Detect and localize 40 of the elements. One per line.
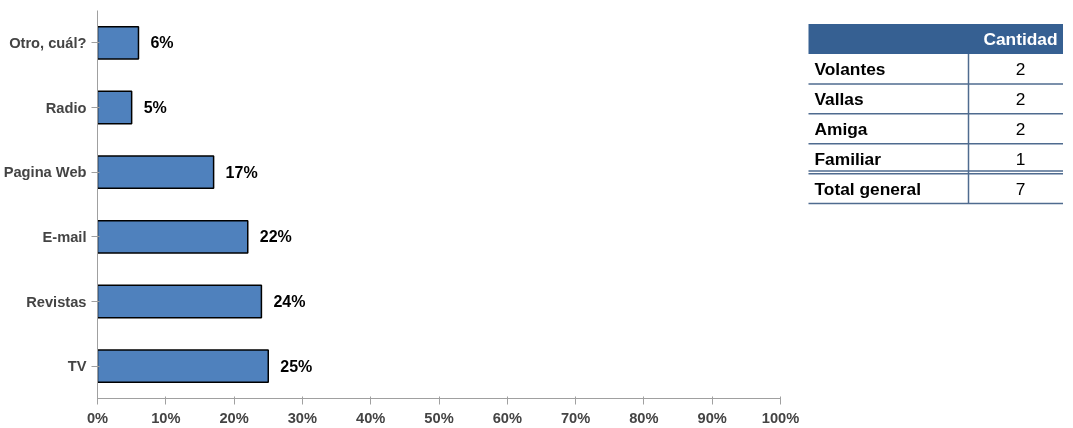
y-tick-label: Otro, cuál? xyxy=(9,34,87,51)
x-tick-label: 0% xyxy=(86,409,109,426)
category-label: Total general xyxy=(814,178,922,199)
data-label: 2 xyxy=(1015,88,1026,109)
x-tick-label: 10% xyxy=(151,409,181,426)
data-label: 6% xyxy=(150,34,174,52)
data-label: 7 xyxy=(1015,178,1026,199)
bar xyxy=(97,90,133,125)
bar xyxy=(97,349,269,384)
x-tick-label: 40% xyxy=(356,409,386,426)
category-label: Amiga xyxy=(814,118,868,139)
data-label: 24% xyxy=(273,293,306,310)
bar xyxy=(97,219,249,254)
bar xyxy=(97,284,263,319)
y-tick-label: Revistas xyxy=(26,293,87,310)
bar xyxy=(97,25,140,60)
data-label: 17% xyxy=(225,163,258,181)
data-label: 5% xyxy=(143,99,167,116)
data-label: 25% xyxy=(280,357,313,375)
x-tick-label: 100% xyxy=(761,409,800,426)
text: Cantidad xyxy=(983,29,1058,50)
category-label: Familiar xyxy=(814,148,882,169)
x-tick-label: 50% xyxy=(424,409,454,426)
x-tick-label: 70% xyxy=(560,409,591,426)
x-tick-label: 20% xyxy=(219,409,249,426)
x-tick-label: 80% xyxy=(629,409,659,426)
data-label: 22% xyxy=(259,228,292,246)
data-label: 2 xyxy=(1015,118,1026,139)
x-tick-label: 30% xyxy=(287,409,318,426)
x-tick-label: 90% xyxy=(697,409,727,426)
data-label: 1 xyxy=(1015,148,1026,169)
y-tick-label: Pagina Web xyxy=(3,164,87,181)
data-label: 2 xyxy=(1015,58,1026,79)
bar xyxy=(97,155,215,190)
y-tick-label: TV xyxy=(67,358,87,375)
y-tick-label: Radio xyxy=(45,99,87,116)
category-label: Volantes xyxy=(814,58,886,79)
y-tick-label: E-mail xyxy=(42,228,87,245)
category-label: Vallas xyxy=(814,88,864,109)
x-tick-label: 60% xyxy=(492,409,522,426)
